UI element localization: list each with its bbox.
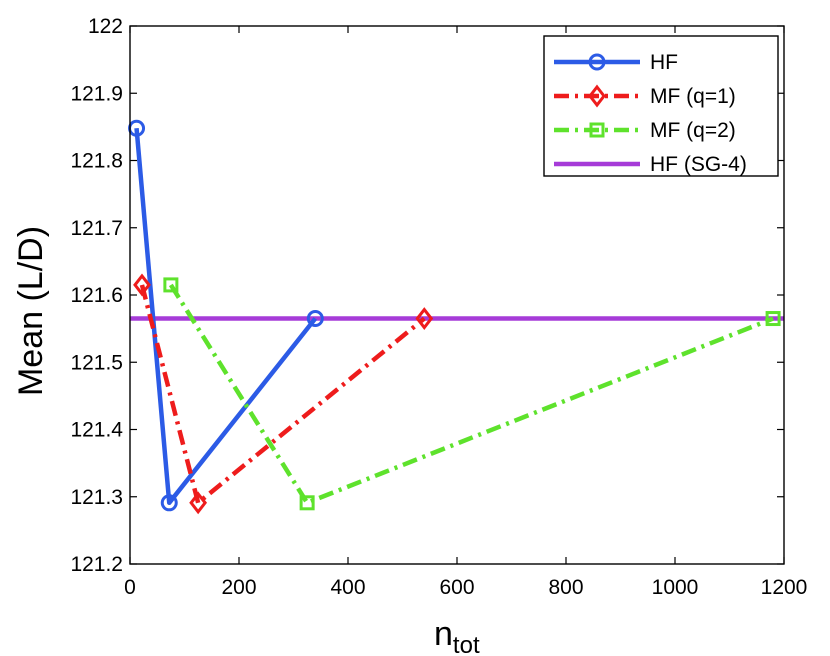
y-tick-label: 121.7 (70, 217, 123, 240)
x-tick-label: 200 (221, 576, 256, 599)
legend-item-mf-q-1: MF (q=1) (554, 84, 736, 108)
series-line-hf (134, 128, 318, 506)
y-axis-label: Mean (L/D) (12, 226, 50, 396)
data-point-mf-q-1 (189, 491, 208, 515)
x-tick-labels: 0 200 400 600 800 1000 1200 (124, 576, 807, 599)
legend-marker (588, 53, 606, 71)
legend-label: HF (SG-4) (650, 153, 747, 176)
x-tick-label: 1000 (652, 576, 699, 599)
x-axis-label: ntot (434, 615, 480, 656)
y-tick-labels: 121.2 121.3 121.4 121.5 121.6 121.7 121.8 121.9… (70, 15, 123, 576)
series-mf-q-1 (133, 273, 434, 515)
y-tick-label: 122 (88, 15, 123, 38)
x-tick-label: 400 (330, 576, 365, 599)
legend-marker (589, 122, 605, 138)
legend-label: HF (650, 51, 678, 74)
legend-label: MF (q=2) (650, 119, 736, 142)
series-hf (128, 119, 324, 512)
y-tick-label: 121.3 (70, 486, 123, 509)
legend-item-mf-q-2: MF (q=2) (554, 119, 736, 142)
plot-frame (129, 25, 785, 565)
x-tick-label: 800 (548, 576, 583, 599)
data-point-mf-q-2 (163, 277, 179, 293)
y-tick-label: 121.5 (70, 351, 123, 374)
series-mf-q-2 (163, 277, 781, 511)
x-tick-label: 1200 (761, 576, 808, 599)
y-tick-label: 121.6 (70, 284, 123, 307)
series-layer (128, 119, 784, 515)
data-point-mf-q-2 (299, 495, 315, 511)
y-tick-label: 121.9 (70, 82, 123, 105)
legend-box (543, 35, 779, 177)
legend-marker (588, 84, 606, 108)
y-tick-label: 121.8 (70, 150, 123, 173)
legend-item-hf-sg-4: HF (SG-4) (554, 153, 747, 176)
legend: HF MF (q=1) MF (q=2) HF (SG-4) (543, 35, 779, 177)
data-point-hf (160, 494, 178, 512)
x-tick-label: 0 (124, 576, 136, 599)
x-axis-label-main: n (434, 615, 453, 653)
y-tick-label: 121.4 (70, 419, 123, 442)
data-point-mf-q-1 (133, 273, 151, 297)
legend-label: MF (q=1) (650, 85, 736, 108)
x-tick-label: 600 (439, 576, 474, 599)
data-point-mf-q-1 (415, 307, 434, 330)
data-point-hf (306, 310, 324, 328)
x-axis-label-subscript: tot (453, 632, 480, 656)
legend-item-hf: HF (554, 51, 678, 74)
data-point-mf-q-2 (765, 311, 781, 327)
y-tick-label: 121.2 (70, 553, 123, 576)
series-line-mf-q-2 (168, 283, 774, 506)
